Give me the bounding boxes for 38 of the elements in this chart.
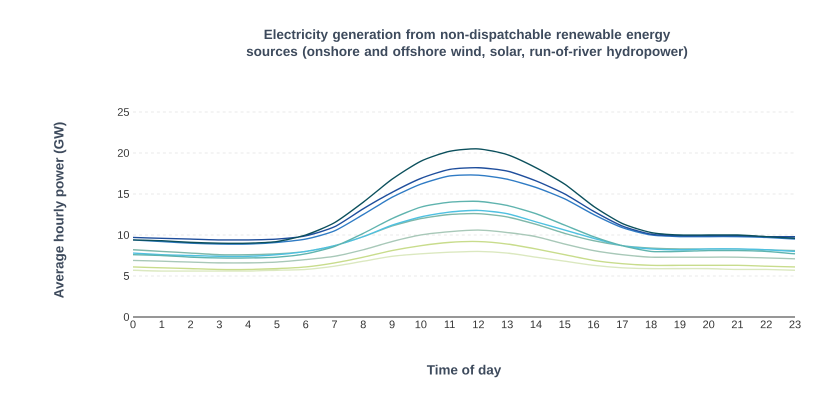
- chart-title: Electricity generation from non-dispatchable renewable energy sources (onshore and offshore wind, solar, run-of-river hydropower): [246, 29, 688, 59]
- line-series: [132, 240, 796, 270]
- x-tick-label: 18: [646, 320, 657, 328]
- x-tick-label: 12: [473, 320, 484, 328]
- x-tick-label: 22: [760, 320, 772, 328]
- x-tick-label: 8: [360, 320, 366, 328]
- y-tick-label: 25: [118, 108, 130, 116]
- x-tick-label: 20: [703, 320, 714, 328]
- x-tick-label: 17: [617, 320, 628, 328]
- y-tick-label: 15: [118, 190, 130, 198]
- x-tick-label: 7: [332, 320, 337, 328]
- x-tick-label: 5: [274, 320, 280, 328]
- x-tick-label: 21: [732, 320, 744, 328]
- x-tick-label: 0: [130, 320, 136, 328]
- x-tick-label: 14: [530, 320, 542, 328]
- line-series: [132, 148, 796, 244]
- x-tick-label: 23: [789, 320, 801, 328]
- x-tick-label: 2: [188, 320, 194, 328]
- x-axis-title: Time of day: [426, 364, 502, 378]
- line-series: [132, 250, 796, 272]
- x-tick-label: 19: [674, 320, 686, 328]
- x-tick-label: 3: [216, 320, 222, 328]
- line-series: [132, 200, 796, 259]
- line-series: [132, 229, 796, 264]
- x-tick-label: 10: [416, 320, 426, 328]
- x-tick-label: 16: [588, 320, 600, 328]
- x-tick-label: 13: [502, 320, 513, 328]
- x-tick-label: 6: [303, 320, 308, 328]
- y-tick-label: 0: [124, 313, 130, 321]
- x-tick-label: 11: [444, 320, 455, 328]
- y-tick-label: 5: [124, 272, 130, 280]
- y-tick-label: 20: [118, 149, 130, 157]
- x-tick-label: 4: [245, 320, 251, 328]
- y-axis-title: Average hourly power (GW): [54, 122, 66, 298]
- x-tick-label: 1: [160, 320, 164, 328]
- x-tick-label: 15: [559, 320, 570, 328]
- y-tick-label: 10: [118, 231, 130, 239]
- x-tick-label: 9: [390, 320, 395, 328]
